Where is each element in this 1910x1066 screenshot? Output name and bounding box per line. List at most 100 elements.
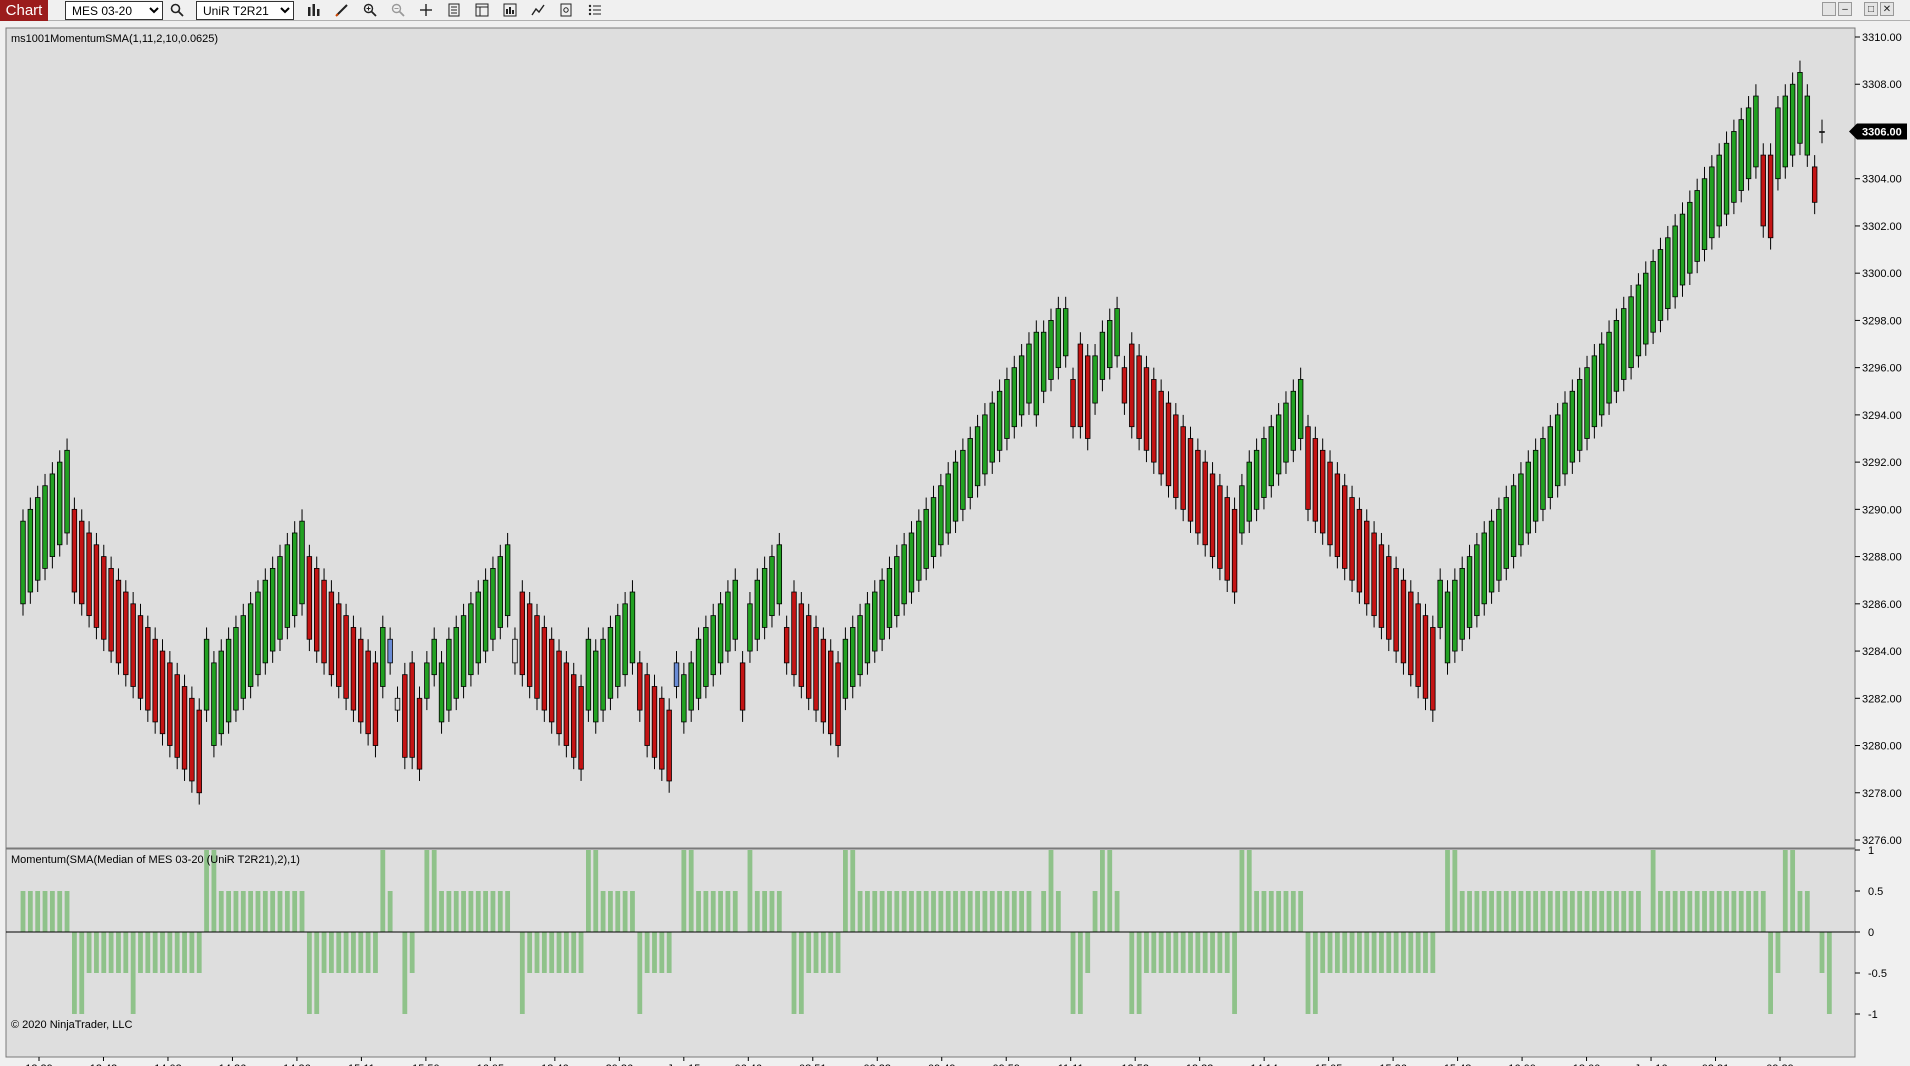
momentum-bar — [1100, 850, 1105, 932]
price-bar — [233, 627, 239, 711]
instrument-select[interactable]: MES 03-20 — [65, 1, 163, 20]
momentum-bar — [1775, 932, 1781, 973]
momentum-bar — [1452, 850, 1458, 932]
price-bar — [460, 615, 467, 687]
momentum-bar — [997, 891, 1002, 932]
price-bar — [835, 662, 841, 746]
momentum-tick-label: 0.5 — [1868, 886, 1883, 898]
momentum-bar — [402, 932, 408, 1014]
price-bar — [42, 485, 48, 569]
price-bar — [666, 709, 672, 782]
price-bar — [350, 627, 357, 711]
copyright-text: © 2020 NinjaTrader, LLC — [11, 1019, 132, 1031]
price-tick-label: 3294.00 — [1862, 410, 1902, 422]
price-bar — [372, 662, 379, 746]
price-bar — [1789, 83, 1796, 156]
momentum-bar — [1261, 891, 1267, 932]
price-bar — [1342, 485, 1348, 569]
price-panel[interactable] — [5, 27, 1856, 849]
momentum-axis[interactable]: 1 0.5 0 -0.5 -1 — [1854, 845, 1887, 1057]
price-tick-label: 3296.00 — [1862, 363, 1902, 375]
restore-icon[interactable] — [1822, 2, 1836, 16]
chart-tab[interactable]: Chart — [0, 0, 48, 21]
momentum-bar — [42, 891, 48, 932]
bar-style-icon[interactable] — [305, 1, 323, 19]
momentum-bar — [1254, 891, 1259, 932]
price-bar — [739, 662, 746, 711]
price-axis[interactable]: 3310.00 3308.00 3306.00 3304.00 3302.00 3300.… — [1854, 28, 1902, 848]
momentum-bar — [1665, 891, 1671, 932]
price-bar — [306, 556, 313, 640]
momentum-bar — [519, 932, 525, 1014]
momentum-bar — [644, 932, 650, 973]
search-icon[interactable] — [168, 1, 186, 19]
indicators-list-icon[interactable] — [586, 1, 604, 19]
pencil-icon[interactable] — [333, 1, 351, 19]
price-bar — [982, 414, 988, 475]
price-tick-label: 3288.00 — [1862, 552, 1902, 564]
price-tick-label: 3276.00 — [1862, 835, 1902, 847]
time-tick-label: Jan 16 — [1635, 1063, 1668, 1066]
zoom-out-icon[interactable] — [389, 1, 407, 19]
momentum-bar — [299, 891, 305, 932]
maximize-icon[interactable]: □ — [1864, 2, 1878, 16]
strategy-icon[interactable] — [529, 1, 547, 19]
momentum-bar — [1804, 891, 1810, 932]
momentum-bar — [94, 932, 99, 973]
price-bar — [438, 662, 445, 723]
momentum-bar — [1790, 850, 1796, 932]
templates-icon[interactable] — [473, 1, 491, 19]
zoom-in-icon[interactable] — [361, 1, 379, 19]
momentum-bar — [820, 932, 826, 973]
momentum-panel[interactable] — [5, 848, 1856, 1058]
price-bar — [1753, 95, 1759, 168]
bar-type-select[interactable]: UniR T2R21 — [196, 1, 294, 20]
price-bar — [299, 520, 305, 605]
price-bar — [1026, 343, 1032, 404]
momentum-bar — [1577, 891, 1583, 932]
price-tick-label: 3300.00 — [1862, 268, 1902, 280]
momentum-bar — [762, 891, 768, 932]
momentum-bar — [1503, 891, 1509, 932]
price-bar — [101, 556, 107, 640]
price-bar — [1173, 414, 1179, 498]
momentum-bar — [710, 891, 716, 932]
price-bar — [776, 544, 783, 605]
momentum-panel-label: Momentum(SMA(Median of MES 03-20 (UniR T… — [11, 854, 300, 866]
momentum-bars — [20, 850, 1832, 1014]
momentum-bar — [843, 850, 848, 932]
momentum-bar — [1393, 932, 1399, 973]
momentum-bar — [923, 891, 929, 932]
momentum-bar — [329, 932, 334, 973]
price-bar — [1077, 343, 1084, 428]
minimize-icon[interactable]: – — [1838, 2, 1852, 16]
crosshair-icon[interactable] — [417, 1, 435, 19]
momentum-tick-label: 1 — [1868, 845, 1874, 857]
momentum-bar — [306, 932, 312, 1014]
price-bar — [1290, 390, 1297, 451]
price-bar — [1297, 379, 1304, 439]
price-bar — [1540, 438, 1546, 510]
momentum-bar — [718, 891, 723, 932]
chart-area[interactable]: 3310.00 3308.00 3306.00 3304.00 3302.00 3300.… — [0, 21, 1910, 1066]
momentum-bar — [1760, 891, 1766, 932]
momentum-bar — [1129, 932, 1135, 1014]
time-axis[interactable]: 13:39 13:43 14:03 14:26 14:36 15:11 15:50 16:05… — [25, 1057, 1794, 1066]
momentum-bar — [1547, 891, 1553, 932]
momentum-bar — [1246, 850, 1252, 932]
momentum-bar — [975, 891, 980, 932]
momentum-bar — [1019, 891, 1025, 932]
price-tick-label: 3304.00 — [1862, 174, 1902, 186]
price-bar — [659, 697, 665, 770]
data-box-icon[interactable] — [445, 1, 463, 19]
price-bar — [1804, 95, 1811, 156]
momentum-bar — [233, 891, 239, 932]
price-bar — [394, 697, 401, 711]
chart-trader-icon[interactable] — [501, 1, 519, 19]
properties-icon[interactable] — [557, 1, 575, 19]
close-icon[interactable]: ✕ — [1880, 2, 1894, 16]
momentum-bar — [20, 891, 26, 932]
price-bar — [1665, 237, 1671, 310]
price-bar — [644, 674, 650, 746]
price-bar — [159, 650, 166, 735]
